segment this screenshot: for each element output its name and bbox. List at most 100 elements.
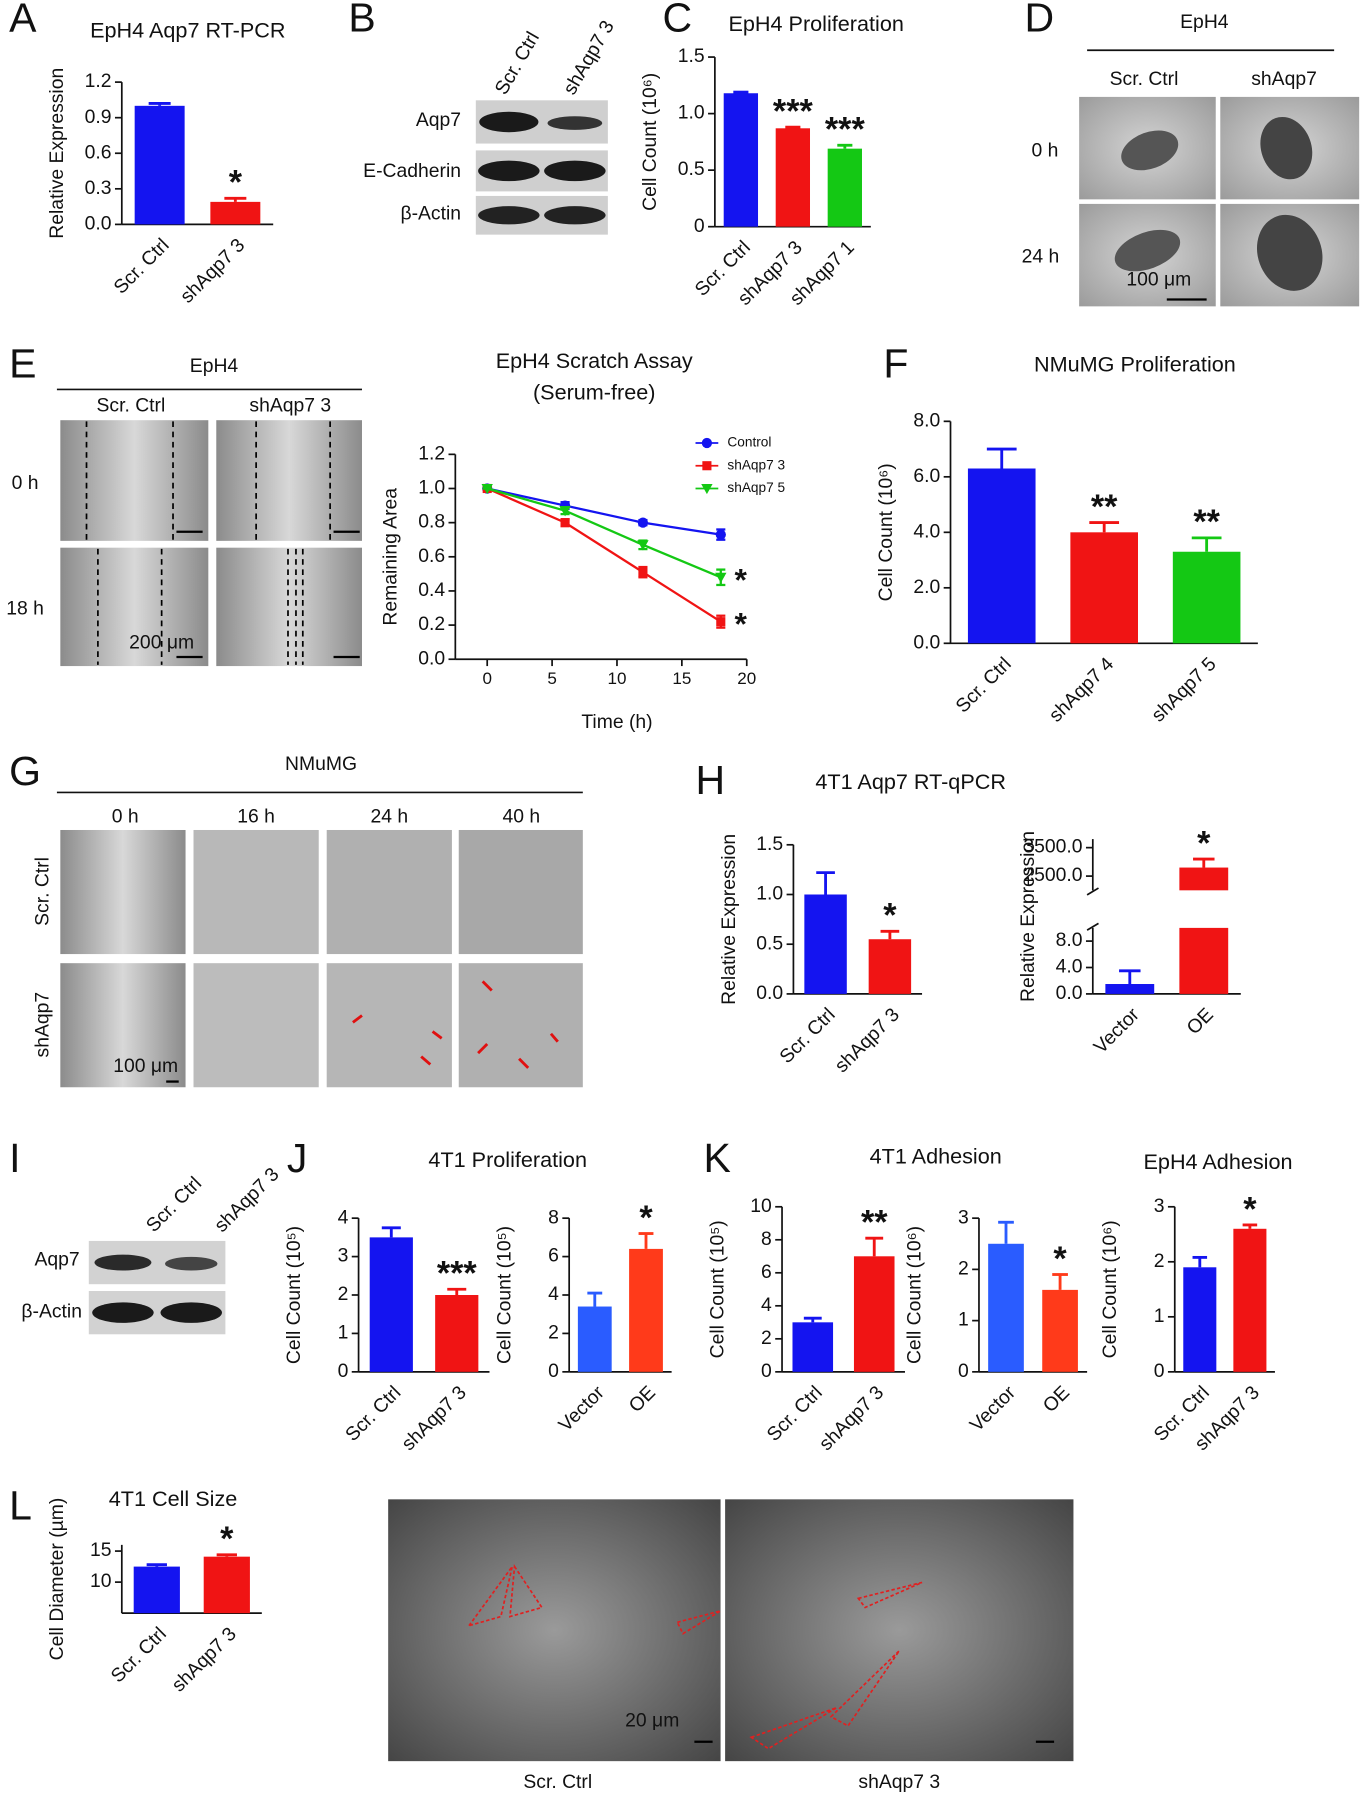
chart-subtitle: (Serum-free) xyxy=(533,380,655,405)
marker xyxy=(638,567,648,577)
y-axis-label: Cell Count (10⁶) xyxy=(875,463,897,601)
x-tick-label: shAqp7 3 xyxy=(831,1004,904,1077)
cell-cluster xyxy=(1114,229,1181,272)
y-tick-label: 10 xyxy=(90,1570,112,1592)
y-axis-label: Cell Count (10⁶) xyxy=(1099,1220,1121,1358)
bar xyxy=(577,1306,612,1372)
bar xyxy=(210,201,261,225)
y-tick-label: 3 xyxy=(958,1206,969,1228)
y-tick-label: 0.5 xyxy=(756,932,783,954)
significance: ** xyxy=(1091,488,1118,526)
significance: *** xyxy=(773,93,814,131)
significance: *** xyxy=(825,111,866,149)
marker xyxy=(559,506,571,517)
micrograph-panel: EpH4 Scr. Ctrl shAqp7 3 0 h 18 h 200 μm xyxy=(6,355,365,669)
lane-label: Scr. Ctrl xyxy=(491,28,544,99)
bar xyxy=(1070,532,1138,644)
y-tick-label: 0 xyxy=(694,215,705,237)
cell-cluster xyxy=(1121,130,1179,171)
bar xyxy=(853,1256,895,1372)
significance: ** xyxy=(1193,503,1220,541)
cell-outlines xyxy=(466,1564,923,1750)
row-label: 18 h xyxy=(6,597,44,619)
scale-label: 200 μm xyxy=(129,631,194,653)
significance: * xyxy=(883,897,897,935)
y-tick-label: 2 xyxy=(761,1327,772,1349)
row-label: β-Actin xyxy=(400,202,461,224)
column-label: 40 h xyxy=(503,806,541,828)
scale-label: 100 μm xyxy=(1126,268,1191,290)
micrograph xyxy=(722,1497,1076,1764)
significance: * xyxy=(734,561,747,597)
x-tick-label: shAqp7 3 xyxy=(167,1623,240,1696)
panel-title: EpH4 xyxy=(190,355,239,377)
y-axis-label: Cell Count (10⁵) xyxy=(706,1220,728,1358)
scale-label: 100 μm xyxy=(113,1055,178,1077)
x-tick-label: Vector xyxy=(1089,1003,1144,1058)
column-label: Scr. Ctrl xyxy=(523,1771,592,1793)
cell-cluster xyxy=(1260,116,1313,180)
row-label: 24 h xyxy=(1022,246,1060,268)
y-tick-label: 3 xyxy=(338,1245,349,1267)
micrograph xyxy=(324,827,455,957)
bar xyxy=(134,105,185,225)
micrograph xyxy=(456,960,586,1090)
line xyxy=(486,487,722,579)
x-tick-label: Scr. Ctrl xyxy=(109,234,173,298)
x-tick-label: Scr. Ctrl xyxy=(952,653,1016,717)
y-tick-label: 1.0 xyxy=(418,477,445,499)
band xyxy=(92,1302,154,1323)
x-tick-label: OE xyxy=(1039,1382,1074,1417)
y-tick-label: 8.0 xyxy=(1056,929,1083,951)
legend-label: shAqp7 3 xyxy=(727,457,785,472)
y-axis-label: Cell Diameter (µm) xyxy=(46,1498,68,1661)
y-tick-label: 2 xyxy=(338,1283,349,1305)
marker xyxy=(637,540,649,551)
column-label: Scr. Ctrl xyxy=(97,395,166,417)
micrograph-panel: EpH4 Scr. Ctrl shAqp7 0 h 24 h 100 μm xyxy=(1022,11,1362,309)
marker xyxy=(481,483,493,495)
cell-cluster xyxy=(1256,214,1323,291)
marker xyxy=(715,572,727,583)
lane-label: shAqp7 3 xyxy=(210,1163,283,1236)
micrograph-panel: 20 μm Scr. Ctrl shAqp7 3 xyxy=(385,1497,1076,1793)
chart-title: 4T1 Cell Size xyxy=(109,1486,238,1511)
panel-letter: G xyxy=(9,748,41,794)
column-label: shAqp7 3 xyxy=(858,1771,940,1793)
band xyxy=(94,1254,152,1271)
panel-title: NMuMG xyxy=(285,753,357,775)
y-tick-label: 1 xyxy=(958,1309,969,1331)
western-blot: Scr. Ctrl shAqp7 3 Aqp7 E-Cadherin β-Act… xyxy=(363,17,619,235)
y-tick-label: 0 xyxy=(338,1360,349,1382)
y-tick-label: 6 xyxy=(761,1261,772,1283)
y-tick-label: 15 xyxy=(90,1539,112,1561)
column-label: shAqp7 3 xyxy=(249,395,331,417)
y-tick-label: 4 xyxy=(761,1294,772,1316)
y-axis-label: Cell Count (10⁶) xyxy=(639,73,661,211)
y-tick-label: 0.5 xyxy=(678,158,705,180)
band xyxy=(478,206,540,225)
y-tick-label: 8 xyxy=(761,1228,772,1250)
x-tick-label: 0 xyxy=(482,669,492,688)
x-tick-label: shAqp7 5 xyxy=(1147,653,1220,726)
band xyxy=(547,116,603,130)
band xyxy=(544,160,606,182)
y-tick-label: 0 xyxy=(1154,1360,1165,1382)
significance: * xyxy=(639,1199,653,1237)
marker xyxy=(715,529,726,540)
x-tick-label: 20 xyxy=(737,669,756,688)
line xyxy=(486,487,722,623)
chart-title: EpH4 Aqp7 RT-PCR xyxy=(90,18,285,43)
column-label: 24 h xyxy=(370,806,408,828)
micrograph xyxy=(58,827,188,957)
y-tick-label: 3500.0 xyxy=(1023,836,1082,858)
bar xyxy=(827,148,862,227)
bar xyxy=(988,1243,1024,1372)
significance: * xyxy=(220,1520,234,1558)
bar xyxy=(792,1322,834,1372)
y-tick-label: 1 xyxy=(1154,1305,1165,1327)
y-tick-label: 0.9 xyxy=(85,106,112,128)
y-axis-label: Cell Count (10⁵) xyxy=(283,1226,305,1364)
